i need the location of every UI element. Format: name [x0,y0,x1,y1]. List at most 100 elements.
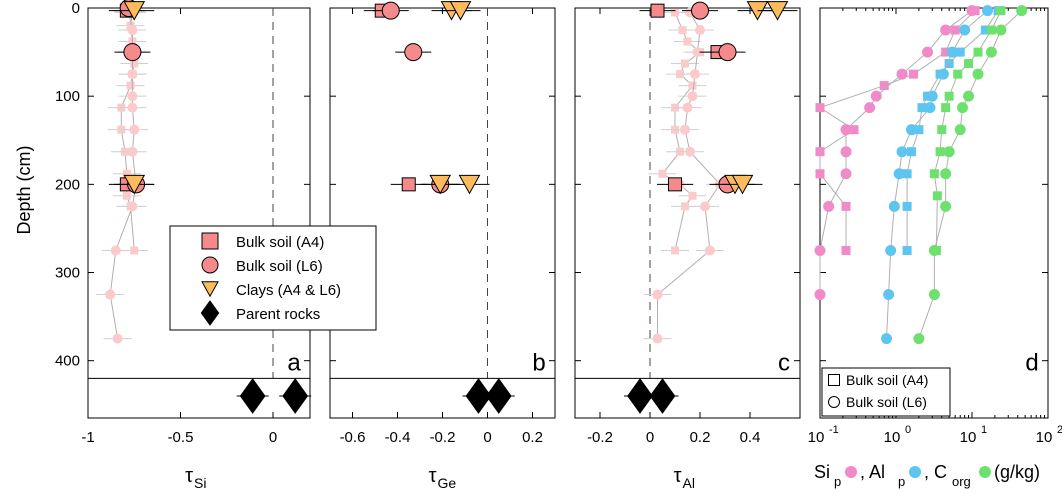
legend-label: Bulk soil (L6) [846,394,927,410]
x-tick-label: 0.4 [740,429,761,446]
legend-marker-square [828,374,840,386]
series-point-circle [896,68,908,80]
series-point-square [914,125,924,135]
series-point-circle [883,289,895,301]
legend-marker-circle [828,396,840,408]
bulk-a4-marker [668,177,682,192]
series-point-circle [995,24,1007,36]
series-point-square [941,47,951,57]
profile-l6-point [690,69,700,80]
legend-label: Clays (A4 & L6) [236,282,341,299]
x-axis-label-sub: org [952,474,971,489]
series-point-circle [823,200,835,212]
x-tick-label: -0.2 [430,429,456,446]
legend-marker-circle [201,256,219,274]
panel-letter: b [532,349,545,376]
series-point-circle [940,24,952,36]
series-point-circle [954,124,966,136]
main-legend: Bulk soil (A4) Bulk soil (L6) Clays (A4 & … [169,225,377,331]
legend-label: Bulk soil (A4) [846,372,928,388]
profile-a4-point [683,37,692,46]
series-point-square [909,69,919,79]
x-axis-label-part: , C [924,462,947,482]
profile-a4-point [678,26,687,35]
series-point-circle [963,90,975,102]
profile-l6-point [692,47,703,58]
profile-a4-point [681,59,689,68]
clays-marker [731,174,754,195]
x-tick-label: 10 [884,429,901,446]
profile-a4-point [688,81,697,90]
legend-label: Bulk soil (L6) [236,258,323,275]
profile-a4-point [122,191,131,200]
series-point-circle [928,289,940,301]
x-axis-label: τ [429,465,437,487]
x-tick-label: 10 [808,429,825,446]
profile-a4-point [122,169,131,178]
x-axis-label-sub: Ge [438,475,457,491]
parent-rock-marker [239,378,266,414]
profile-a4-point [130,59,139,68]
panel-b: -0.6 -0.4 -0.2 0 0.2 b τ Ge [329,1,556,491]
profile-l6-point [127,102,138,113]
profile-l6-point [682,102,693,113]
x-tick-label: 0.2 [522,429,543,446]
series-point-square [980,25,990,35]
profile-l6-point [652,289,663,300]
x-tick-label: 10 [1036,429,1053,446]
bulk-a4-marker [650,3,665,18]
x-tick-label: 0 [483,429,491,446]
series-point-square [907,147,917,157]
profile-a4-point [130,246,139,255]
series-point-square [815,147,825,157]
clays-marker [458,174,481,195]
x-axis-label-sub: Al [683,475,695,491]
series-point-square [841,245,851,255]
x-tick-label: 0 [269,429,277,446]
y-tick-label: 0 [72,0,80,17]
panel-frame [329,7,556,419]
profile-l6-point [110,245,121,256]
x-tick-label: -0.2 [587,429,613,446]
x-axis-label: τ [674,465,682,487]
x-tick-label: -0.5 [168,429,194,446]
series-point-square [815,103,825,113]
series-point-circle [924,102,936,114]
profile-l6-point [127,25,138,36]
x-axis-label-dot [979,466,991,478]
profile-a4-point [688,191,697,200]
series-point-circle [985,46,997,58]
series-point-circle [870,90,882,102]
panel-letter: d [1025,349,1038,376]
panel-d-legend: Bulk soil (A4) Bulk soil (L6) [821,367,951,417]
profile-l6-point [705,245,715,256]
series-point-square [950,25,960,35]
profile-l6-point [112,333,123,344]
profile-l6-point [685,146,695,157]
x-axis-label-part: (g/kg) [994,462,1040,482]
profile-l6-point [695,25,705,36]
series-point-square [973,47,983,57]
series-point-square [902,169,912,179]
series-point-circle [840,146,852,158]
series-point-circle [966,5,978,17]
x-tick-label: -1 [81,429,94,446]
profile-a4-point [671,8,679,17]
series-point-circle [885,244,897,256]
y-tick-label: 400 [55,353,80,370]
series-point-circle [814,244,826,256]
panel-frame [574,7,801,419]
series-point-square [941,103,951,113]
series-point-circle [896,146,908,158]
profile-l6-point [105,289,116,300]
series-point-circle [959,24,971,36]
x-tick-label: 10 [960,429,977,446]
series-point-circle [840,124,852,136]
profile-a4-point [676,70,684,79]
series-point-circle [957,102,969,114]
legend-marker-triangle [201,281,219,298]
x-axis-label-dot [909,466,921,478]
series-point-square [953,69,963,79]
series-point-circle [864,102,876,114]
series-point-square [986,25,996,35]
